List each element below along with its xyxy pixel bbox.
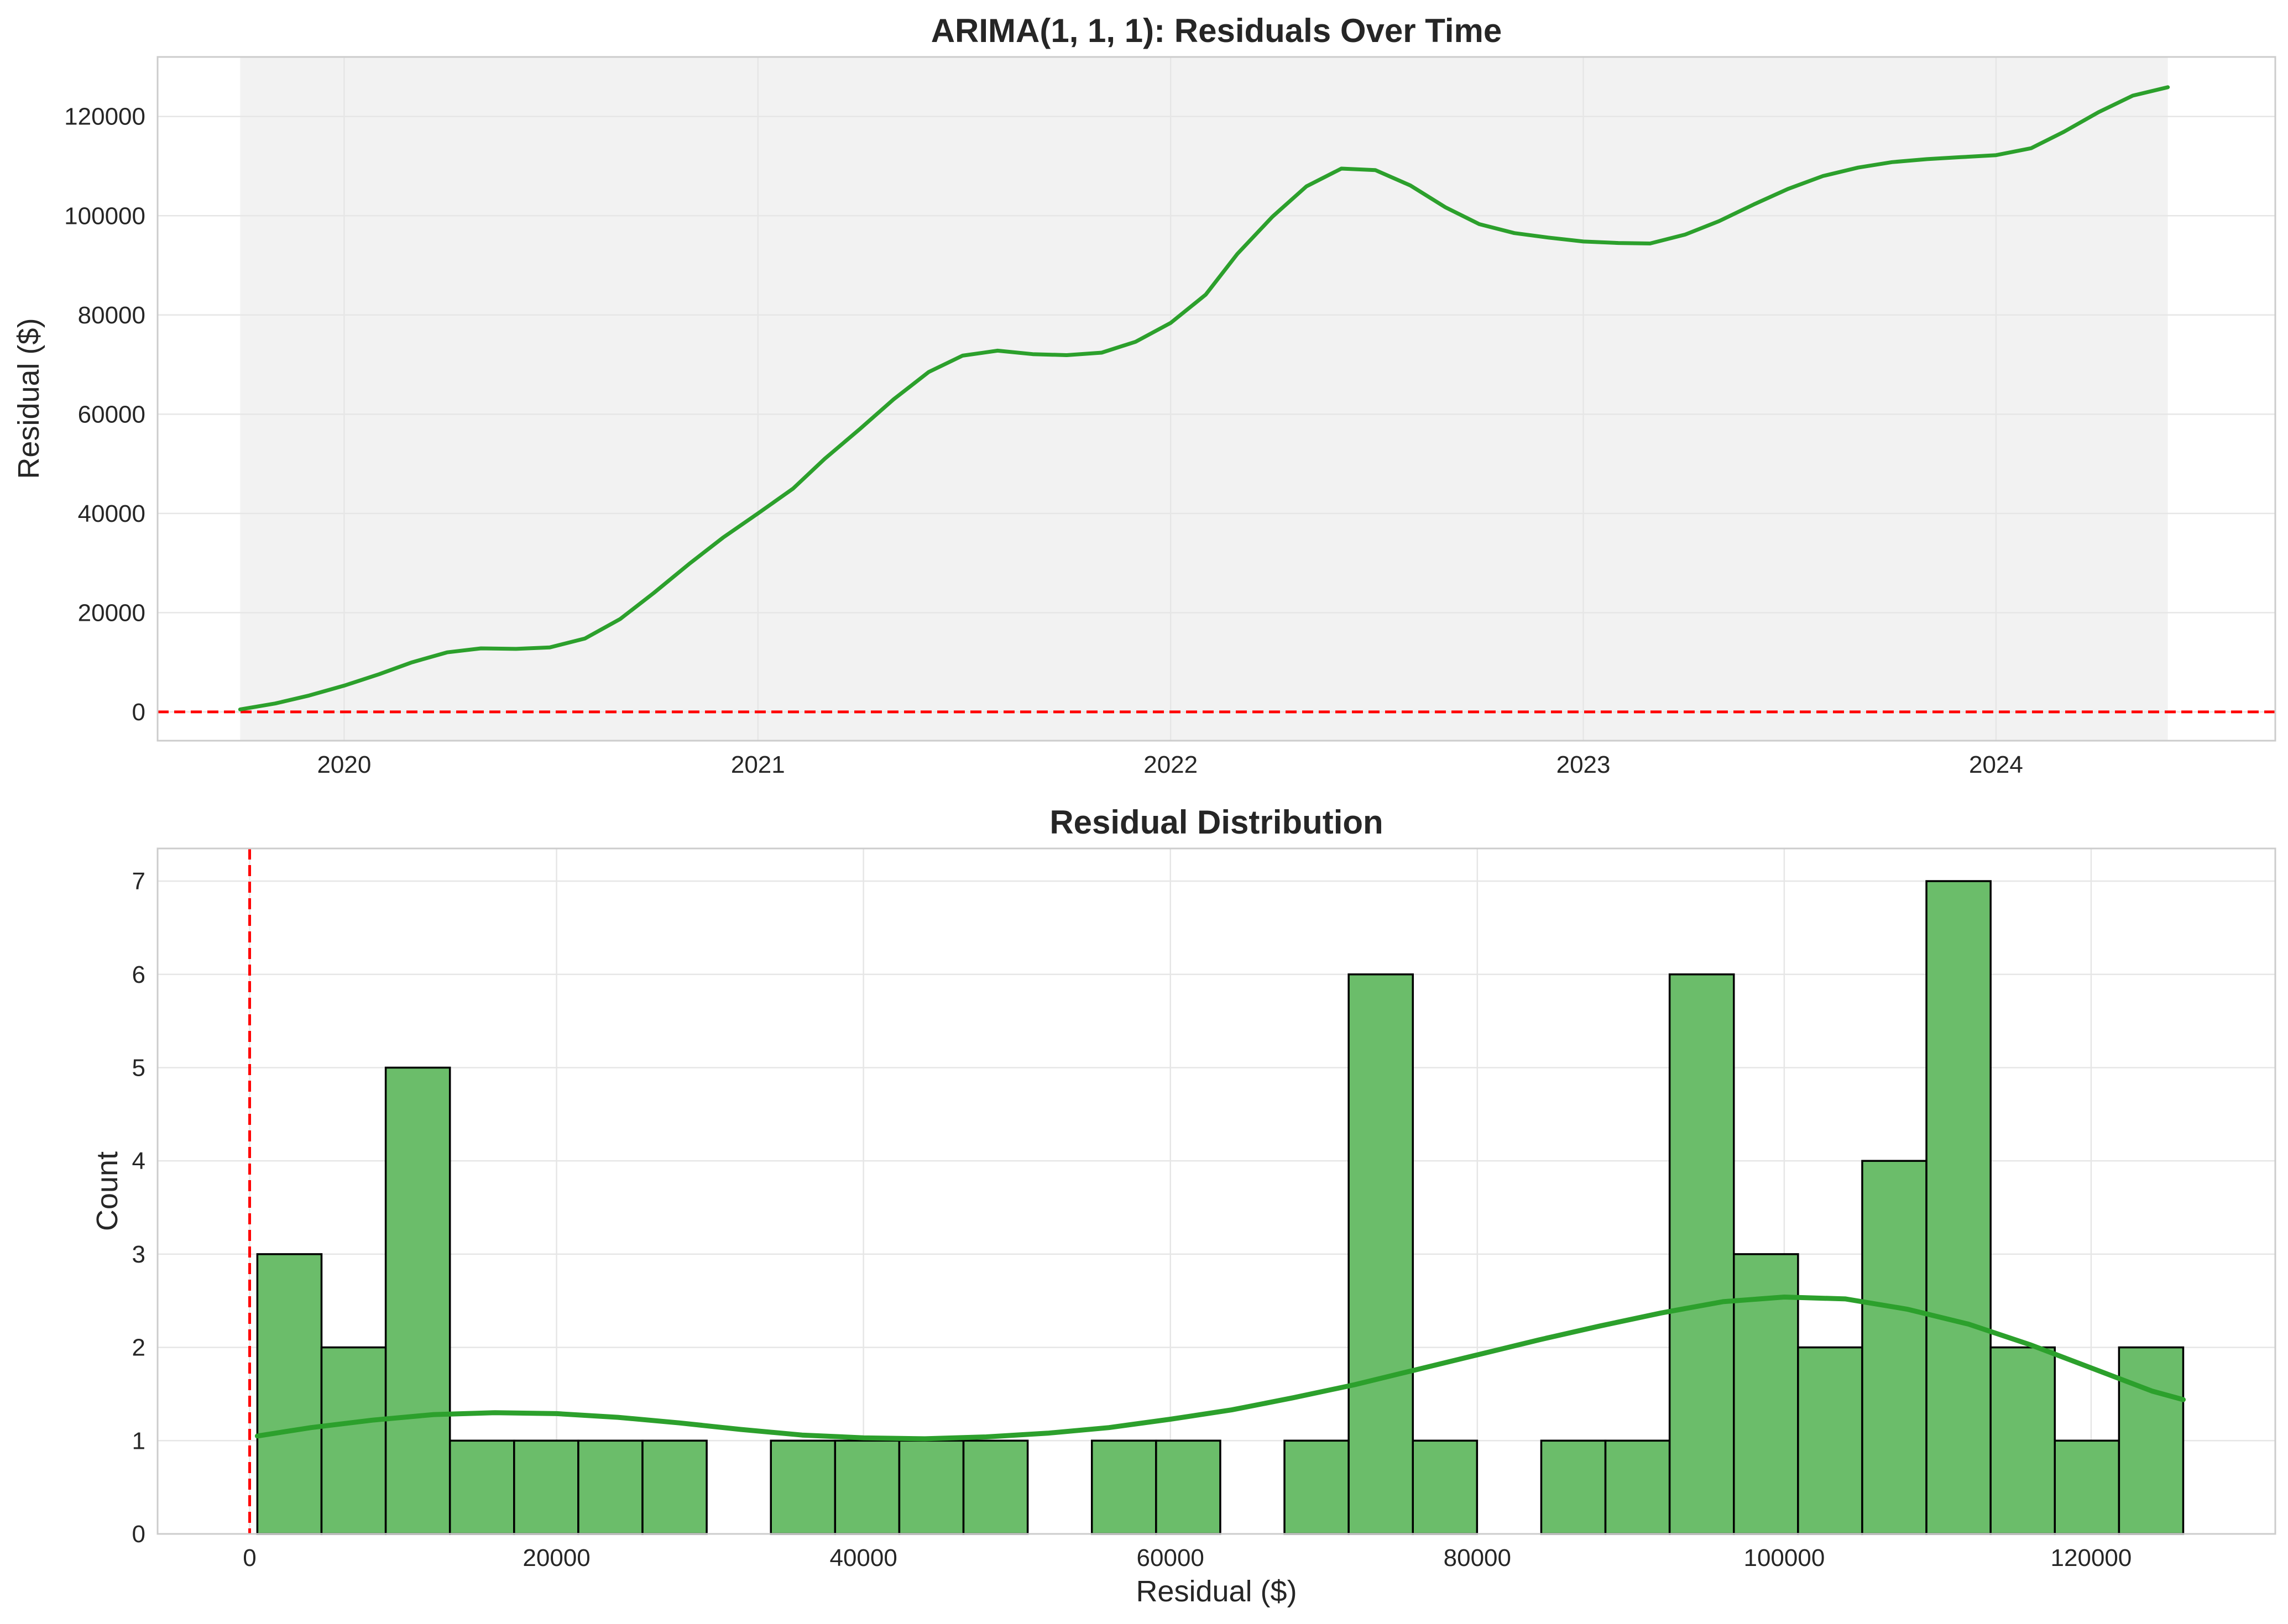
histogram-bar [256,1253,323,1535]
y-tick-label: 0 [132,699,145,726]
residuals-over-time-chart: 2020 2021 2022 2023 2024 0 20000 40000 60000 8000… [12,12,2276,778]
histogram-bar [1604,1439,1671,1535]
x-tick-label: 0 [243,1544,256,1571]
y-tick-label: 5 [132,1054,145,1081]
histogram-bar [320,1346,387,1535]
histogram-bar [1412,1439,1479,1535]
plot-frame [156,56,2276,742]
x-tick-label: 2022 [1143,751,1198,778]
histogram-bar [448,1439,515,1535]
y-tick-label: 6 [132,961,145,988]
y-tick-label: 4 [132,1148,145,1175]
kde-curve [254,1295,2186,1442]
x-tick-label: 120000 [2051,1544,2132,1571]
histogram-bar [1540,1439,1607,1535]
y-tick-label: 80000 [78,302,145,329]
x-tick-label: 80000 [1444,1544,1511,1571]
histogram-bar [1347,973,1414,1535]
series-line [238,85,2170,711]
histogram-bar [962,1439,1029,1535]
histogram-bar [1797,1346,1863,1535]
tick-labels: 2020 2021 2022 2023 2024 0 20000 40000 60000 8000… [64,103,2023,778]
residual-line [238,85,2170,711]
x-tick-label: 20000 [523,1544,590,1571]
histogram-bar [1155,1439,1221,1535]
histogram-bar [834,1439,901,1535]
x-tick-label: 100000 [1743,1544,1825,1571]
histogram-bar [641,1439,708,1535]
histogram-bar [2054,1439,2120,1535]
x-tick-label: 2020 [317,751,371,778]
density-curve [254,1295,2186,1442]
x-tick-label: 40000 [829,1544,897,1571]
x-tick-label: 60000 [1137,1544,1204,1571]
histogram-bar [577,1439,644,1535]
x-tick-label: 2021 [731,751,785,778]
y-axis-label: Count [91,1151,124,1231]
residual-distribution-chart: 0 20000 40000 60000 80000 100000 120000 0 1 2 3 4 5 6… [91,804,2276,1608]
x-tick-label: 2023 [1556,751,1611,778]
histogram-bar [1861,1160,1927,1535]
histogram-bar [1925,880,1992,1535]
histogram-bar [2118,1346,2185,1535]
histogram-bar [384,1066,451,1535]
x-axis-label: Residual ($) [1136,1575,1297,1608]
histogram-bar [1090,1439,1157,1535]
histogram-bar [1283,1439,1350,1535]
y-tick-label: 2 [132,1334,145,1361]
histogram-bar [1668,973,1735,1535]
y-axis-label: Residual ($) [12,318,45,479]
histogram-bars [256,880,2185,1535]
y-tick-label: 7 [132,868,145,895]
y-tick-label: 60000 [78,401,145,428]
y-tick-label: 1 [132,1427,145,1454]
y-tick-label: 100000 [64,202,145,229]
shaded-span [240,57,2168,741]
x-tick-label: 2024 [1969,751,2023,778]
y-tick-label: 0 [132,1521,145,1548]
histogram-bar [770,1439,837,1535]
y-tick-label: 40000 [78,500,145,527]
chart-title: Residual Distribution [1049,804,1383,841]
y-tick-label: 3 [132,1241,145,1268]
y-tick-label: 20000 [78,599,145,626]
histogram-bar [898,1439,965,1535]
y-tick-label: 120000 [64,103,145,130]
gridlines [158,57,2275,741]
histogram-bar [1989,1346,2056,1535]
tick-labels: 0 20000 40000 60000 80000 100000 120000 0 1 2 3 4 5 6… [132,868,2132,1571]
plot-frame [156,847,2276,1535]
chart-title: ARIMA(1, 1, 1): Residuals Over Time [931,12,1502,49]
histogram-bar [513,1439,579,1535]
